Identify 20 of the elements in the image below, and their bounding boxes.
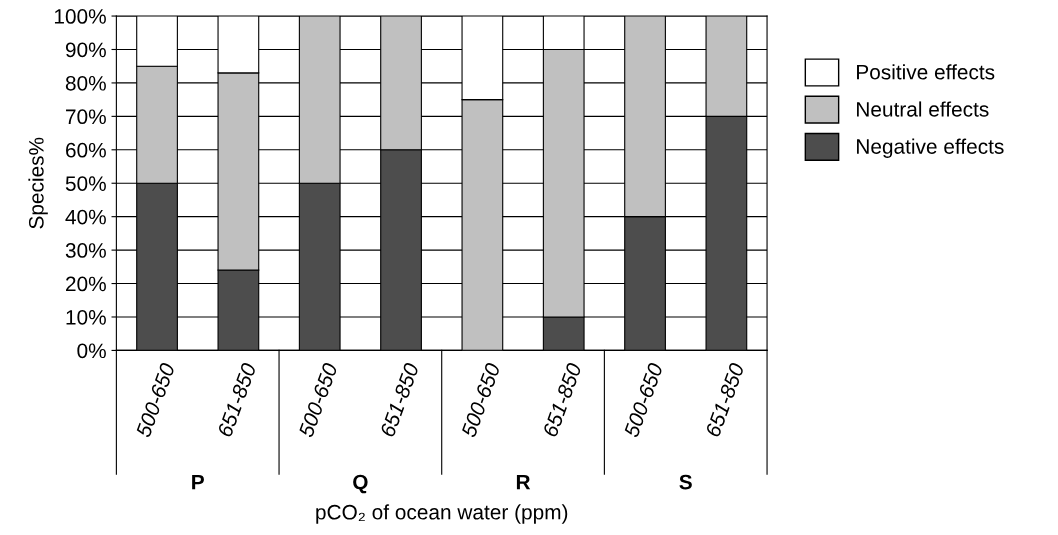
text: R	[516, 474, 531, 490]
text: P	[192, 474, 204, 490]
legend-label: Positive effects	[857, 64, 995, 80]
y-axis-title: Species%	[28, 137, 48, 229]
y-tick-label: 20%	[66, 276, 106, 292]
y-tick-label: 70%	[66, 109, 106, 125]
legend-label: Neutral effects	[857, 101, 989, 117]
y-tick-label: 100%	[54, 9, 106, 24]
y-tick-label: 80%	[65, 75, 106, 91]
y-tick-label: 30%	[65, 243, 106, 258]
text: Q	[353, 474, 368, 494]
y-tick-label: 10%	[66, 309, 106, 325]
y-tick-label: 0%	[77, 343, 106, 359]
y-tick-label: 60%	[66, 142, 106, 158]
y-tick-label: 90%	[65, 42, 106, 58]
text: S	[679, 474, 692, 490]
y-tick-label: 40%	[65, 209, 106, 225]
x-axis-title: pCO₂ of ocean water (ppm)	[316, 504, 568, 524]
legend-label: Negative effects	[857, 138, 1004, 159]
y-tick-label: 50%	[65, 176, 106, 191]
